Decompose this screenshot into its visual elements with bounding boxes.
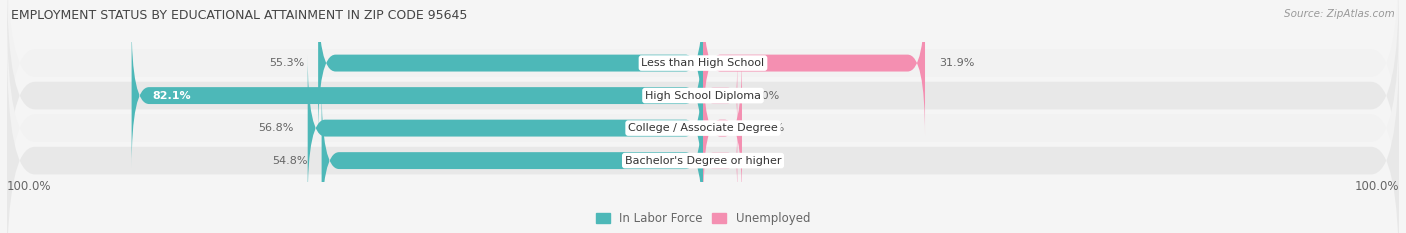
Text: 0.0%: 0.0% [752, 156, 780, 166]
FancyBboxPatch shape [318, 0, 703, 136]
Text: 100.0%: 100.0% [1354, 180, 1399, 193]
FancyBboxPatch shape [7, 44, 1399, 233]
Text: Bachelor's Degree or higher: Bachelor's Degree or higher [624, 156, 782, 166]
FancyBboxPatch shape [7, 0, 1399, 212]
FancyBboxPatch shape [308, 55, 703, 201]
FancyBboxPatch shape [322, 88, 703, 233]
FancyBboxPatch shape [703, 55, 742, 201]
Text: 56.8%: 56.8% [259, 123, 294, 133]
Text: College / Associate Degree: College / Associate Degree [628, 123, 778, 133]
Text: 0.0%: 0.0% [752, 91, 780, 101]
Text: High School Diploma: High School Diploma [645, 91, 761, 101]
Legend: In Labor Force, Unemployed: In Labor Force, Unemployed [596, 212, 810, 225]
Text: 31.9%: 31.9% [939, 58, 974, 68]
FancyBboxPatch shape [703, 0, 925, 136]
FancyBboxPatch shape [132, 23, 703, 168]
Text: EMPLOYMENT STATUS BY EDUCATIONAL ATTAINMENT IN ZIP CODE 95645: EMPLOYMENT STATUS BY EDUCATIONAL ATTAINM… [11, 9, 468, 22]
Text: 55.3%: 55.3% [269, 58, 304, 68]
Text: 100.0%: 100.0% [7, 180, 52, 193]
Text: 54.8%: 54.8% [273, 156, 308, 166]
FancyBboxPatch shape [7, 12, 1399, 233]
Text: 5.6%: 5.6% [756, 123, 785, 133]
FancyBboxPatch shape [703, 55, 738, 136]
Text: Less than High School: Less than High School [641, 58, 765, 68]
Text: 82.1%: 82.1% [152, 91, 191, 101]
FancyBboxPatch shape [703, 120, 738, 201]
FancyBboxPatch shape [7, 0, 1399, 179]
Text: Source: ZipAtlas.com: Source: ZipAtlas.com [1284, 9, 1395, 19]
